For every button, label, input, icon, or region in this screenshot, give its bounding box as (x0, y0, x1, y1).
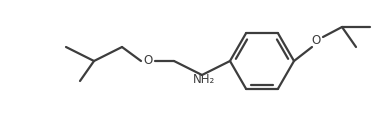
Text: O: O (312, 35, 320, 48)
Text: NH₂: NH₂ (193, 73, 215, 86)
Text: O: O (143, 55, 152, 68)
